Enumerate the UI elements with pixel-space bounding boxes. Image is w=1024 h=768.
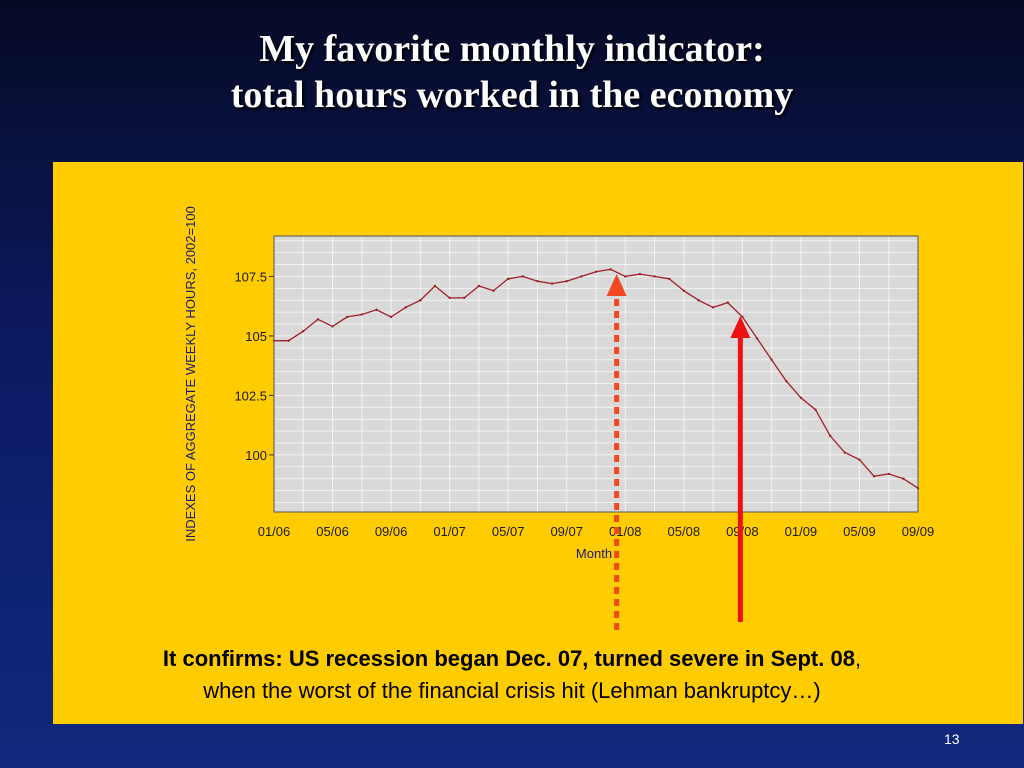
data-point	[770, 358, 773, 361]
data-point	[287, 339, 290, 342]
x-tick-label: 05/08	[668, 524, 701, 539]
x-axis-label: Month	[576, 546, 612, 561]
y-tick-label: 100	[245, 448, 267, 463]
x-tick-label: 05/07	[492, 524, 525, 539]
data-point	[536, 280, 539, 283]
data-point	[477, 284, 481, 288]
data-point	[755, 337, 759, 340]
data-point	[799, 396, 803, 399]
data-point	[711, 306, 715, 309]
x-tick-label: 09/09	[902, 524, 935, 539]
data-point	[887, 472, 890, 476]
data-point	[814, 408, 817, 411]
x-tick-label: 01/09	[785, 524, 818, 539]
data-point	[360, 313, 364, 316]
data-point	[565, 280, 568, 283]
data-point	[667, 277, 671, 281]
caption-line-2: when the worst of the financial crisis h…	[203, 678, 821, 703]
x-tick-label: 01/08	[609, 524, 642, 539]
x-tick-label: 01/07	[433, 524, 466, 539]
data-point	[506, 277, 510, 281]
x-tick-label: 09/06	[375, 524, 408, 539]
y-tick-labels: 100 102.5 105 107.5	[234, 269, 274, 463]
slide-title: My favorite monthly indicator: total hou…	[0, 26, 1024, 118]
page-number: 13	[944, 731, 960, 747]
y-tick-label: 107.5	[234, 269, 267, 284]
data-point	[521, 275, 525, 278]
data-point	[375, 308, 378, 311]
caption: It confirms: US recession began Dec. 07,…	[0, 643, 1024, 707]
title-line-2: total hours worked in the economy	[230, 74, 794, 116]
caption-bold: It confirms: US recession began Dec. 07,…	[162, 646, 855, 671]
data-point	[389, 315, 393, 319]
data-point	[653, 275, 656, 278]
data-point	[302, 329, 305, 333]
plot-frame	[273, 235, 919, 513]
data-point	[463, 296, 466, 300]
data-point	[638, 272, 642, 276]
data-point	[594, 270, 598, 273]
data-point	[726, 301, 729, 304]
data-point	[419, 299, 422, 302]
y-tick-label: 105	[245, 329, 267, 344]
data-point	[785, 379, 788, 383]
data-point	[902, 477, 905, 480]
recession-start-arrow	[606, 274, 627, 630]
data-point	[448, 296, 451, 300]
data-point	[872, 475, 876, 478]
data-point	[843, 451, 847, 454]
data-point	[580, 275, 583, 278]
x-tick-label: 01/06	[258, 524, 291, 539]
caption-comma: ,	[854, 646, 862, 671]
data-point	[609, 268, 612, 271]
data-point	[828, 434, 832, 438]
data-point	[316, 318, 320, 321]
y-axis-label: INDEXES OF AGGREGATE WEEKLY HOURS, 2002=…	[183, 206, 198, 542]
title-line-1: My favorite monthly indicator:	[259, 28, 765, 70]
y-tick-label: 102.5	[234, 388, 267, 403]
data-point	[404, 306, 407, 309]
x-tick-label: 05/09	[843, 524, 876, 539]
data-point	[741, 315, 744, 319]
data-point	[492, 289, 495, 292]
caption-line-1: It confirms: US recession began Dec. 07,…	[0, 643, 1024, 675]
data-point	[331, 325, 334, 328]
x-tick-labels: 01/06 05/06 09/06 01/07 05/07 09/07 01/08 05/08…	[258, 524, 935, 539]
data-point	[345, 315, 349, 319]
data-point	[682, 289, 686, 292]
data-point	[697, 299, 700, 302]
severe-arrow-head	[730, 316, 751, 338]
x-tick-label: 09/07	[550, 524, 583, 539]
data-point	[858, 458, 861, 461]
data-point	[624, 275, 627, 278]
series-points	[272, 268, 920, 490]
recession-start-arrow-head	[606, 274, 627, 296]
data-point	[433, 284, 437, 288]
data-point	[550, 282, 554, 285]
x-tick-label: 05/06	[316, 524, 349, 539]
severe-arrow	[730, 316, 751, 622]
